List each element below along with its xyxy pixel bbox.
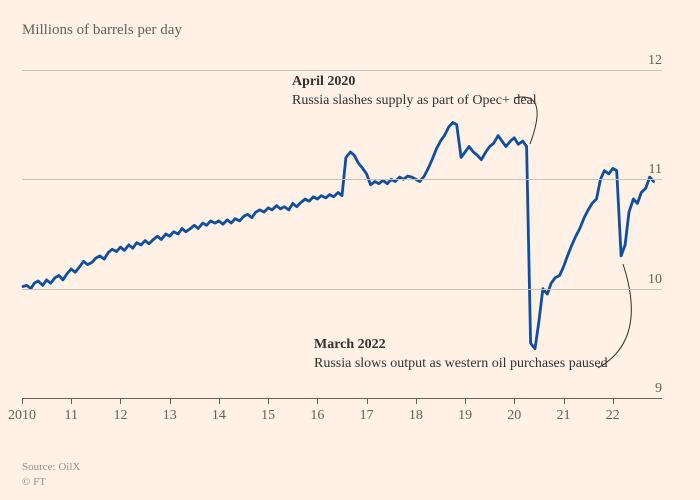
x-tick-label: 15 [261,408,275,424]
x-tick [465,398,466,404]
annotation-title: April 2020 [292,74,355,89]
annotation-text: Russia slows output as western oil purch… [314,355,608,374]
x-tick [514,398,515,404]
x-tick-label: 11 [64,408,77,424]
x-tick [367,398,368,404]
x-tick-label: 18 [409,408,423,424]
annotation-title: March 2022 [314,337,386,352]
x-tick [71,398,72,404]
chart-container: Millions of barrels per day 9 10 11 12 2010 1… [0,0,700,500]
x-tick [22,398,23,404]
x-tick [268,398,269,404]
annotation-text: Russia slashes supply as part of Opec+ d… [292,92,537,111]
source-line-1: Source: OilX [22,460,80,475]
gridline [22,289,662,290]
x-tick [317,398,318,404]
y-tick-label: 12 [648,53,662,69]
x-tick-label: 16 [310,408,324,424]
x-tick-label: 19 [458,408,472,424]
source-line-2: © FT [22,475,80,490]
x-tick-label: 2010 [8,408,36,424]
x-tick-label: 22 [606,408,620,424]
chart-subtitle: Millions of barrels per day [22,22,182,39]
x-tick-label: 21 [557,408,571,424]
gridline [22,179,662,180]
data-line [23,123,654,349]
chart-source: Source: OilX © FT [22,460,80,490]
annotation: March 2022 Russia slows output as western… [314,336,608,374]
gridline [22,70,662,71]
x-tick-label: 20 [507,408,521,424]
x-tick [120,398,121,404]
plot-area: 91011122010111213141516171819202122April… [22,60,662,430]
x-tick-label: 14 [212,408,226,424]
x-tick [416,398,417,404]
x-tick [170,398,171,404]
y-tick-label: 9 [655,381,662,397]
x-tick-label: 12 [113,408,127,424]
x-tick-label: 17 [360,408,374,424]
y-tick-label: 10 [648,272,662,288]
annotation: April 2020 Russia slashes supply as part … [292,73,537,111]
x-tick [613,398,614,404]
x-tick-label: 13 [163,408,177,424]
x-axis-line [22,398,662,399]
y-tick-label: 11 [649,162,662,178]
x-tick [219,398,220,404]
chart-svg [22,60,662,430]
x-tick [564,398,565,404]
